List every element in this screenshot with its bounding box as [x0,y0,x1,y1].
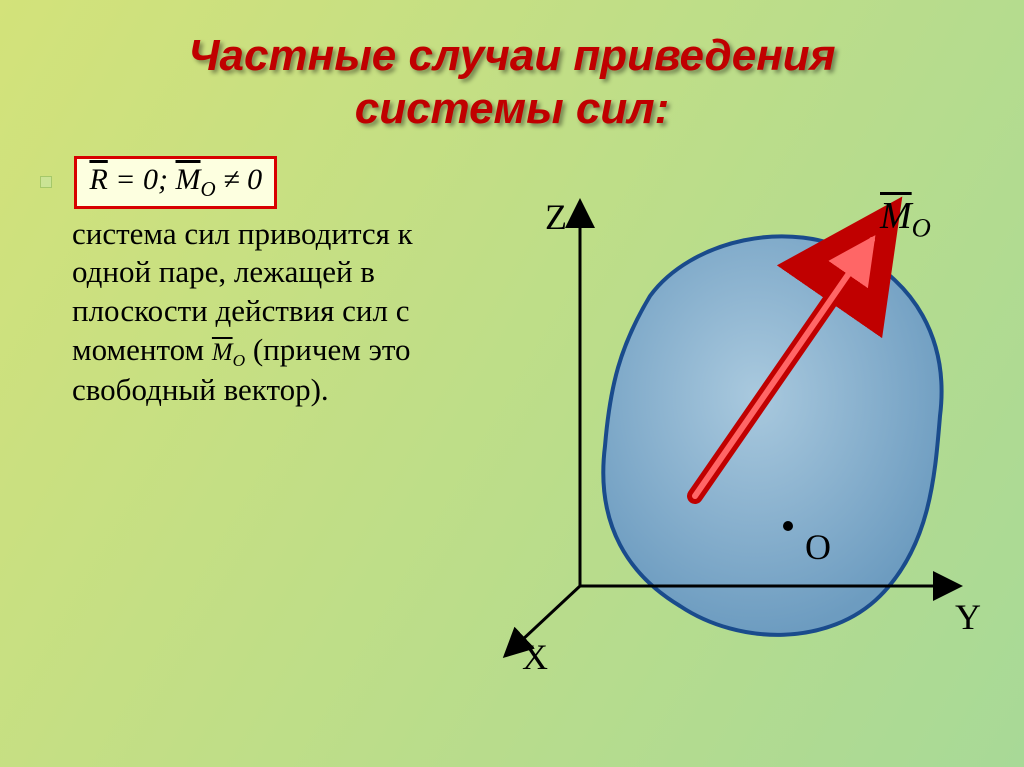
formula-text: R = 0; MO ≠ 0 [89,163,262,196]
label-vector: MO [880,194,931,244]
title-line1: Частные случаи приведения [0,30,1024,83]
origin-dot [783,521,793,531]
formula-box: R = 0; MO ≠ 0 [74,156,277,209]
slide-title: Частные случаи приведения системы сил: [0,0,1024,136]
blob-shape [603,236,941,634]
label-o: O [805,526,831,568]
left-column: R = 0; MO ≠ 0 система сил приводится к о… [40,146,460,666]
description: система сил приводится к одной паре, леж… [72,215,460,411]
bullet-icon [40,176,52,188]
title-line2: системы сил: [0,83,1024,136]
label-y: Y [955,596,981,638]
bullet-row: R = 0; MO ≠ 0 [40,156,460,209]
diagram-area: Z Y X O MO [460,146,984,666]
body: R = 0; MO ≠ 0 система сил приводится к о… [0,136,1024,666]
desc-math: MO [212,339,245,366]
label-x: X [522,636,548,678]
label-z: Z [545,196,567,238]
slide-content: Частные случаи приведения системы сил: R… [0,0,1024,767]
